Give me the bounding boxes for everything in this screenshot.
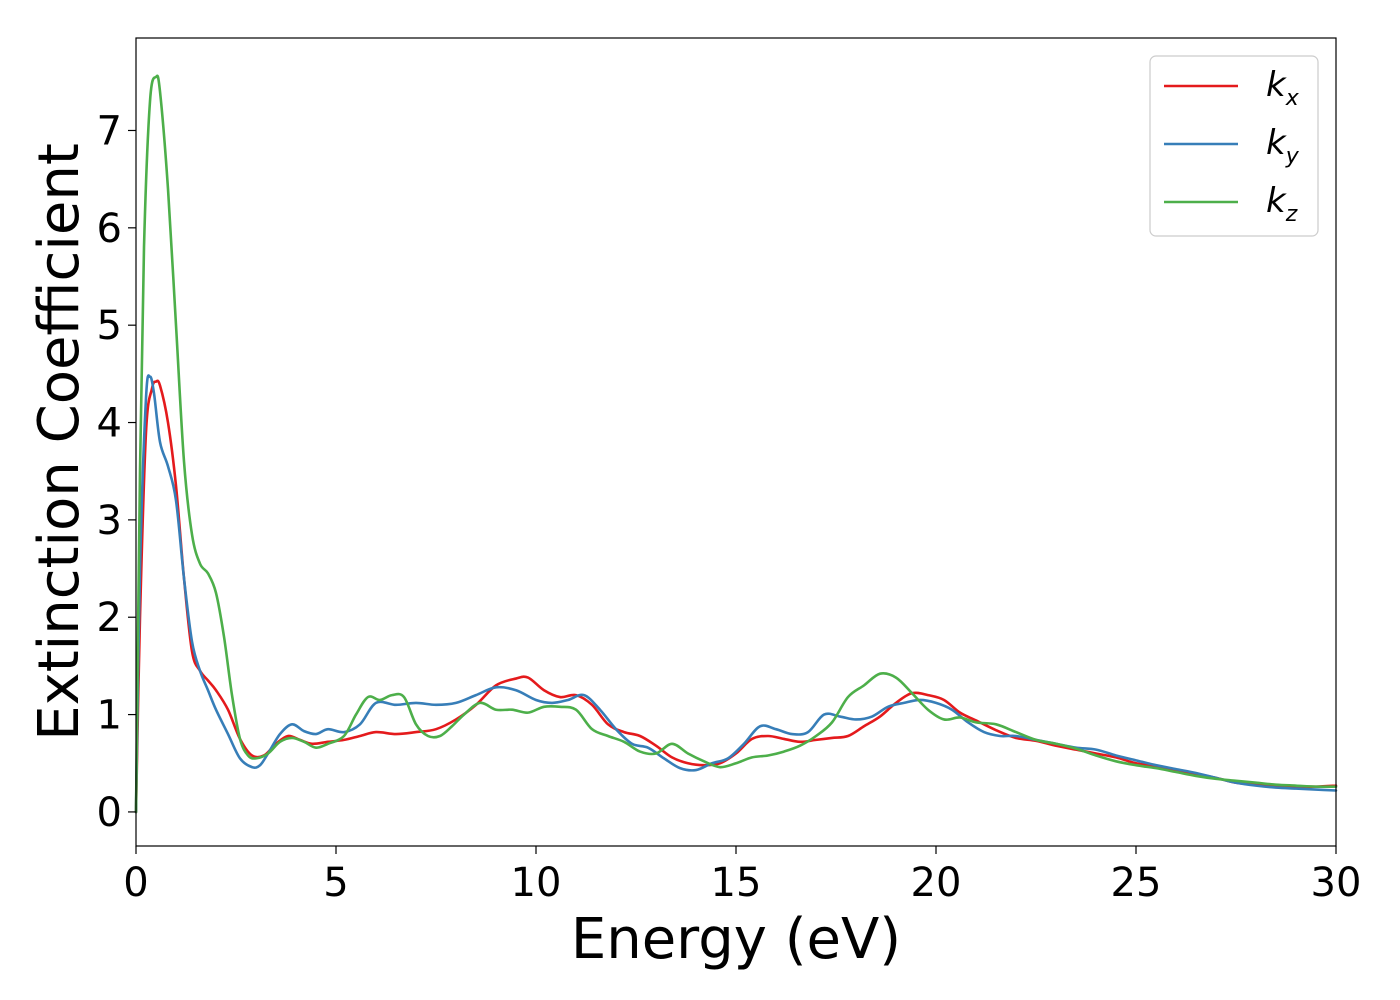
x-tick-label: 25 [1111,860,1162,906]
y-tick-label: 2 [97,595,122,641]
legend: kx ky kz [1149,55,1319,237]
legend-box [1149,55,1319,237]
series-layer [134,74,1338,814]
legend-label-x: kx [1266,65,1300,111]
series-line-z [134,74,1338,814]
x-axis: 0 5 10 15 20 25 30 [123,846,1361,906]
x-tick-label: 30 [1311,860,1362,906]
y-tick-label: 6 [97,206,122,252]
x-tick-label: 15 [711,860,762,906]
y-tick-label: 3 [97,498,122,544]
x-tick-label: 0 [123,860,148,906]
y-tick-label: 0 [97,790,122,836]
x-tick-label: 10 [511,860,562,906]
y-axis-label: Extinction Coefficient [27,143,92,741]
y-tick-label: 5 [97,303,122,349]
legend-label-y: ky [1266,123,1300,169]
x-axis-label: Energy (eV) [571,907,901,972]
y-axis: 0 1 2 3 4 5 6 7 [97,108,136,836]
y-tick-label: 4 [97,401,122,447]
legend-label-z: kz [1266,181,1298,227]
x-tick-label: 20 [911,860,962,906]
x-tick-label: 5 [323,860,348,906]
y-tick-label: 1 [97,693,122,739]
y-tick-label: 7 [97,108,122,154]
